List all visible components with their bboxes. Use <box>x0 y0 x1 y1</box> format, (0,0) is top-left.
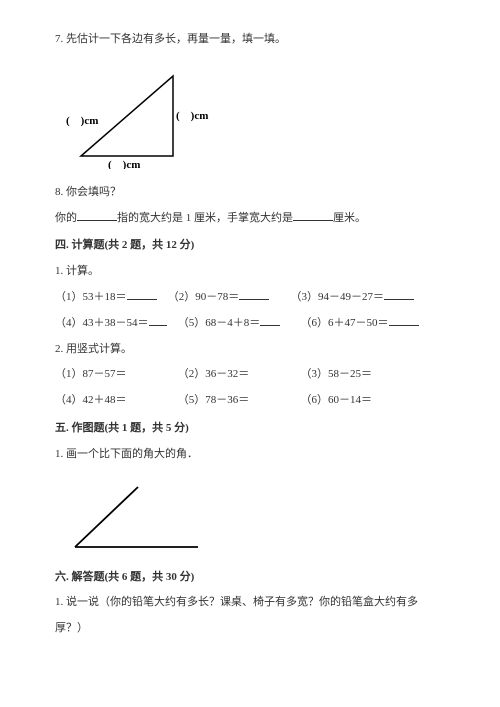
calc1-2-pre: （2）90－78＝ <box>168 291 240 303</box>
q8-body: 你的 指的宽大约是 1 厘米，手掌宽大约是 厘米。 <box>55 209 445 229</box>
calc1-1: （1）53＋18＝ <box>55 288 165 308</box>
calc1-6: （6）6＋47－50＝ <box>301 314 419 334</box>
calc2-6: （6）60－14＝ <box>301 391 373 411</box>
s4q2-line: 2. 用竖式计算。 <box>55 340 445 360</box>
s6q1-line2: 厚？） <box>55 619 445 639</box>
calc1-4-blank[interactable] <box>149 314 167 326</box>
q8-part-c: 厘米。 <box>333 212 366 224</box>
calc1-2-blank[interactable] <box>239 288 269 300</box>
calc2-5: （5）78－36＝ <box>178 391 298 411</box>
angle-line-1 <box>75 487 138 547</box>
calc1-1-pre: （1）53＋18＝ <box>55 291 127 303</box>
triangle-figure: ( )cm ( )cm ( )cm <box>63 64 445 169</box>
calc1-1-blank[interactable] <box>127 288 157 300</box>
calc1-5: （5）68－4＋8＝ <box>178 314 298 334</box>
s6q1-text-a: 说一说（你的铅笔大约有多长？课桌、椅子有多宽？你的铅笔盒大约有多 <box>66 596 418 608</box>
calc1-row1: （1）53＋18＝ （2）90－78＝ （3）94－49－27＝ <box>55 288 445 308</box>
triangle-left-label: ( )cm <box>66 115 98 127</box>
q8-num: 8. <box>55 186 63 198</box>
s5q1-line: 1. 画一个比下面的角大的角． <box>55 445 445 465</box>
calc2-3: （3）58－25＝ <box>301 365 373 385</box>
triangle-bottom-label: ( )cm <box>108 159 140 169</box>
q8-part-a: 你的 <box>55 212 77 224</box>
q8-title: 你会填吗？ <box>66 186 121 198</box>
section4-title: 四. 计算题(共 2 题，共 12 分) <box>55 236 445 256</box>
q8-part-b: 指的宽大约是 1 厘米，手掌宽大约是 <box>117 212 293 224</box>
section6-title: 六. 解答题(共 6 题，共 30 分) <box>55 568 445 588</box>
calc2-4: （4）42＋48＝ <box>55 391 175 411</box>
calc1-4-pre: （4）43＋38－54＝ <box>55 317 149 329</box>
calc1-row2: （4）43＋38－54＝ （5）68－4＋8＝ （6）6＋47－50＝ <box>55 314 445 334</box>
s5q1-text: 画一个比下面的角大的角． <box>66 448 198 460</box>
calc1-3-blank[interactable] <box>384 288 414 300</box>
calc2-1: （1）87－57＝ <box>55 365 175 385</box>
s4q1-num: 1. <box>55 265 63 277</box>
s4q1-text: 计算。 <box>66 265 99 277</box>
s4q2-num: 2. <box>55 343 63 355</box>
triangle-right-label: ( )cm <box>176 110 208 122</box>
s5q1-num: 1. <box>55 448 63 460</box>
calc2-row2: （4）42＋48＝ （5）78－36＝ （6）60－14＝ <box>55 391 445 411</box>
calc1-6-blank[interactable] <box>389 314 419 326</box>
s4q2-text: 用竖式计算。 <box>66 343 132 355</box>
s4q1-line: 1. 计算。 <box>55 262 445 282</box>
calc1-5-pre: （5）68－4＋8＝ <box>178 317 261 329</box>
calc1-6-pre: （6）6＋47－50＝ <box>301 317 389 329</box>
q7-num: 7. <box>55 33 63 45</box>
q8-title-line: 8. 你会填吗？ <box>55 183 445 203</box>
calc2-2: （2）36－32＝ <box>178 365 298 385</box>
q7-text: 先估计一下各边有多长，再量一量，填一填。 <box>66 33 286 45</box>
angle-figure <box>63 479 445 554</box>
section5-title: 五. 作图题(共 1 题，共 5 分) <box>55 419 445 439</box>
calc1-3: （3）94－49－27＝ <box>291 288 415 308</box>
calc1-2: （2）90－78＝ <box>168 288 288 308</box>
calc1-4: （4）43＋38－54＝ <box>55 314 175 334</box>
s6q1-text-b: 厚？） <box>55 622 88 634</box>
s6q1-line: 1. 说一说（你的铅笔大约有多长？课桌、椅子有多宽？你的铅笔盒大约有多 <box>55 593 445 613</box>
calc2-row1: （1）87－57＝ （2）36－32＝ （3）58－25＝ <box>55 365 445 385</box>
calc1-5-blank[interactable] <box>260 314 280 326</box>
q8-blank-1[interactable] <box>77 209 117 221</box>
q7-line: 7. 先估计一下各边有多长，再量一量，填一填。 <box>55 30 445 50</box>
q8-blank-2[interactable] <box>293 209 333 221</box>
s6q1-num: 1. <box>55 596 63 608</box>
calc1-3-pre: （3）94－49－27＝ <box>291 291 385 303</box>
